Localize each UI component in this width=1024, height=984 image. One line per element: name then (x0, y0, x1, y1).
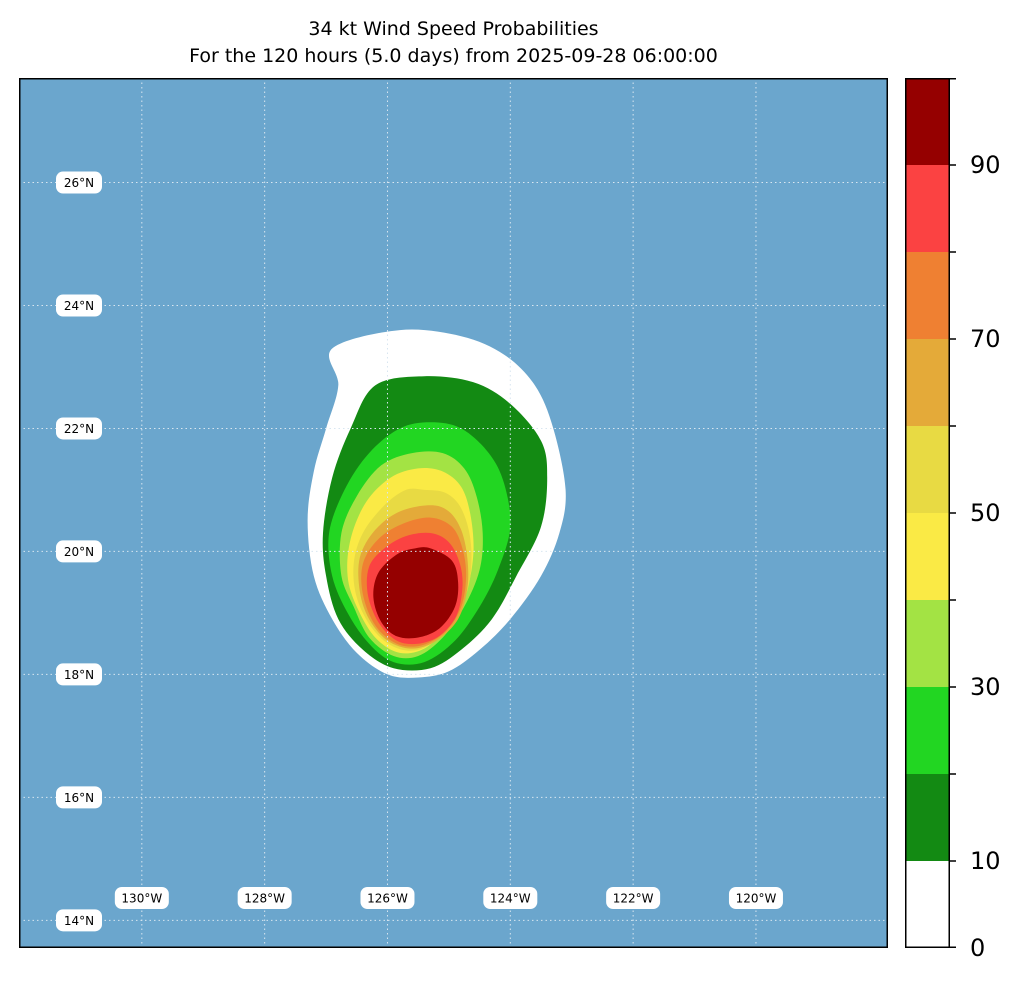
colorbar-ticks (950, 78, 956, 948)
latitude-label: 14°N (56, 909, 102, 932)
svg-text:24°N: 24°N (64, 299, 94, 313)
svg-text:120°W: 120°W (736, 892, 777, 906)
svg-text:20°N: 20°N (64, 545, 94, 559)
longitude-label: 122°W (606, 887, 661, 909)
svg-text:26°N: 26°N (64, 176, 94, 190)
latitude-label: 22°N (56, 417, 102, 440)
latitude-label: 18°N (56, 663, 102, 686)
colorbar-tick-label: 70 (970, 325, 1001, 353)
latitude-label: 24°N (56, 294, 102, 317)
colorbar-tick-label: 10 (970, 847, 1001, 875)
colorbar-block (905, 426, 950, 513)
longitude-label: 130°W (114, 887, 169, 909)
latitude-labels: 26°N 24°N 22°N 20°N 18°N 16°N 14°N (56, 171, 102, 932)
svg-text:124°W: 124°W (490, 892, 531, 906)
longitude-label: 126°W (360, 887, 415, 909)
svg-text:128°W: 128°W (244, 892, 285, 906)
colorbar-tick-label: 0 (970, 934, 986, 962)
colorbar-block (905, 861, 950, 948)
map-frame (19, 78, 888, 948)
svg-text:18°N: 18°N (64, 668, 94, 682)
chart-title: 34 kt Wind Speed Probabilities (308, 18, 599, 40)
svg-text:14°N: 14°N (64, 914, 94, 928)
chart-subtitle: For the 120 hours (5.0 days) from 2025-0… (189, 45, 718, 67)
latitude-label: 20°N (56, 540, 102, 563)
colorbar-block (905, 600, 950, 687)
graticule (19, 78, 888, 948)
svg-text:130°W: 130°W (121, 892, 162, 906)
latitude-label: 26°N (56, 171, 102, 194)
svg-text:122°W: 122°W (613, 892, 654, 906)
colorbar-block (905, 687, 950, 774)
colorbar-block (905, 513, 950, 600)
colorbar-tick-label: 30 (970, 673, 1001, 701)
colorbar-tick-label: 50 (970, 499, 1001, 527)
colorbar-blocks (905, 78, 950, 948)
colorbar-block (905, 774, 950, 861)
probability-contours (307, 329, 566, 678)
svg-text:16°N: 16°N (64, 791, 94, 805)
svg-text:126°W: 126°W (367, 892, 408, 906)
longitude-labels: 130°W 128°W 126°W 124°W 122°W 120°W (114, 887, 783, 909)
latitude-label: 16°N (56, 786, 102, 809)
colorbar-block (905, 252, 950, 339)
contour-95 (373, 547, 459, 639)
colorbar-frame (905, 78, 950, 948)
colorbar-tick-label: 90 (970, 151, 1001, 179)
longitude-label: 120°W (728, 887, 783, 909)
colorbar-block (905, 165, 950, 252)
longitude-label: 124°W (483, 887, 538, 909)
colorbar-block (905, 78, 950, 165)
colorbar-block (905, 339, 950, 426)
svg-text:22°N: 22°N (64, 422, 94, 436)
probability-map: 130°W 128°W 126°W 124°W 122°W 120°W 26°N24°N2… (19, 78, 888, 948)
colorbar (905, 78, 956, 948)
longitude-label: 128°W (237, 887, 292, 909)
